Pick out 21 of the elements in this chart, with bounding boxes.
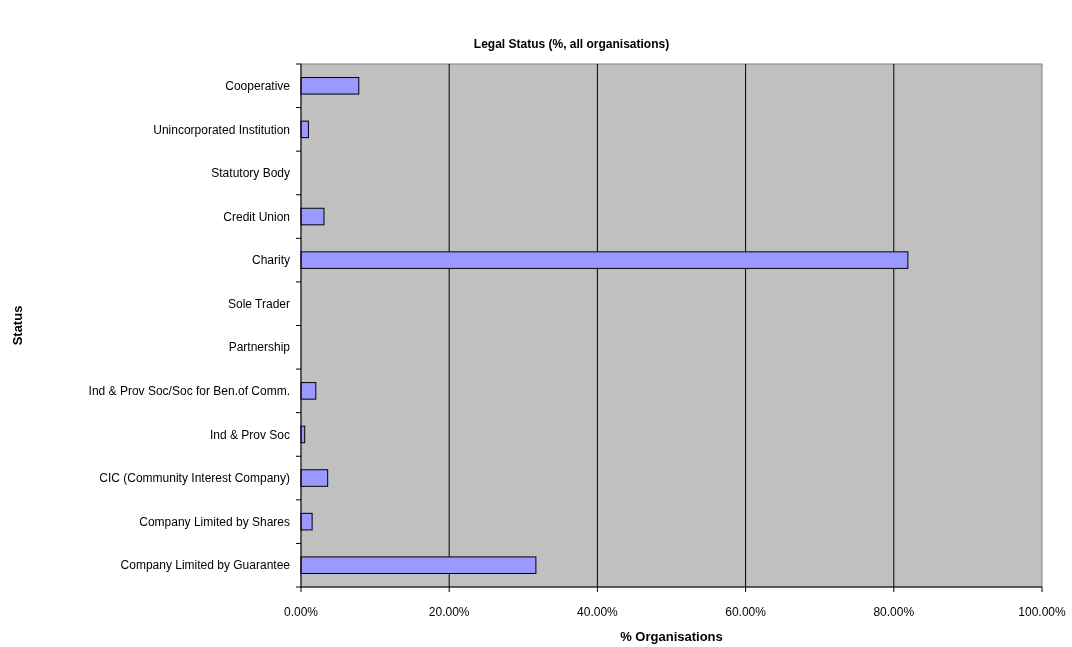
- y-tick-label: CIC (Community Interest Company): [99, 471, 290, 486]
- chart-title: Legal Status (%, all organisations): [473, 37, 670, 51]
- y-tick-label: Statutory Body: [211, 166, 290, 181]
- y-tick-label: Partnership: [228, 340, 291, 355]
- x-tick-label: 0.00%: [283, 605, 319, 619]
- y-tick-label: Ind & Prov Soc/Soc for Ben.of Comm.: [88, 384, 290, 399]
- x-axis-title: % Organisations: [620, 629, 723, 644]
- y-tick-label: Company Limited by Shares: [139, 514, 290, 529]
- y-tick-label: Sole Trader: [227, 296, 290, 311]
- y-tick-label: Ind & Prov Soc: [209, 427, 290, 442]
- y-tick-label: Unincorporated Institution: [153, 122, 290, 137]
- x-tick-label: 60.00%: [725, 605, 767, 619]
- x-tick-label: 100.00%: [1018, 605, 1067, 619]
- y-tick-label: Company Limited by Guarantee: [120, 558, 291, 573]
- x-tick-label: 80.00%: [873, 605, 915, 619]
- y-tick-label: Cooperative: [225, 78, 291, 93]
- x-tick-label: 40.00%: [577, 605, 619, 619]
- y-axis-title: Status: [10, 305, 25, 346]
- x-tick-label: 20.00%: [428, 605, 470, 619]
- y-tick-label: Credit Union: [223, 209, 290, 224]
- y-tick-label: Charity: [251, 253, 290, 268]
